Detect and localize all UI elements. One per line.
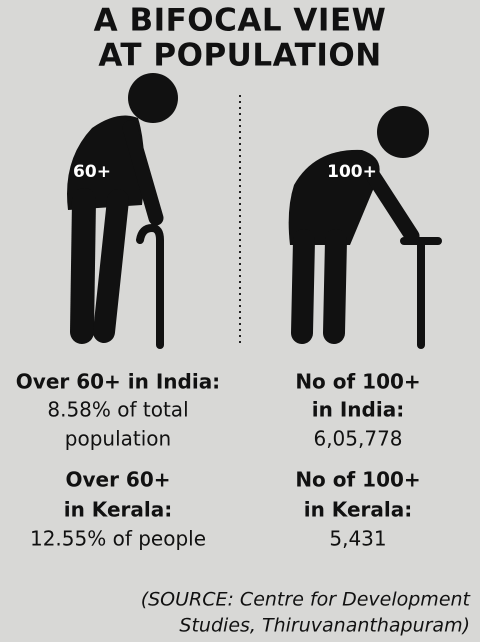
- stat-text: population: [65, 427, 171, 451]
- source: (SOURCE: Centre for Development: [141, 589, 472, 611]
- figure-badge: 60+: [73, 162, 111, 182]
- stat-text: 6,05,778: [313, 427, 402, 451]
- stat-text: 5,431: [329, 527, 386, 551]
- elderly-figure-60: [67, 73, 178, 349]
- stat-heading: Over 60+ in India:: [16, 370, 220, 394]
- stat-text: 12.55% of people: [30, 527, 206, 551]
- stat-text: 8.58% of total: [47, 398, 188, 422]
- source: Studies, Thiruvananthapuram): [179, 615, 470, 637]
- stat-heading: No of 100+: [295, 468, 420, 492]
- title: A BIFOCAL VIEW: [94, 3, 387, 39]
- stat-heading: in Kerala:: [304, 498, 412, 522]
- stat-heading: No of 100+: [295, 370, 420, 394]
- stat-heading: Over 60+: [65, 468, 170, 492]
- figure-badge: 100+: [327, 162, 377, 182]
- stat-heading: in Kerala:: [64, 498, 172, 522]
- title: AT POPULATION: [98, 38, 381, 74]
- stat-heading: in India:: [312, 398, 404, 422]
- elderly-figure-100: [288, 106, 442, 349]
